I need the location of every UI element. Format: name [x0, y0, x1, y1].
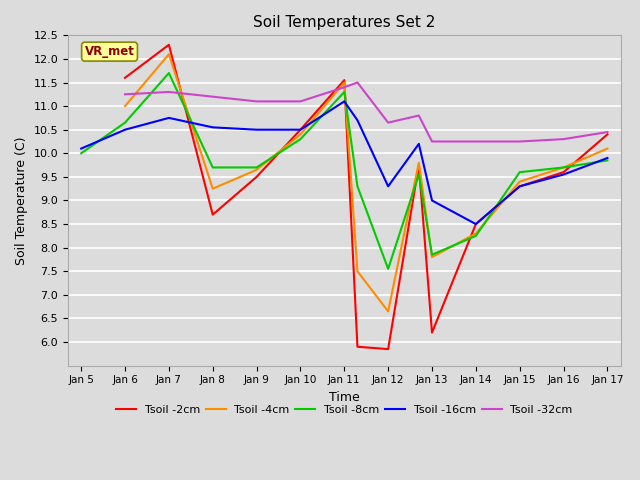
- Legend: Tsoil -2cm, Tsoil -4cm, Tsoil -8cm, Tsoil -16cm, Tsoil -32cm: Tsoil -2cm, Tsoil -4cm, Tsoil -8cm, Tsoi…: [111, 401, 577, 420]
- Tsoil -2cm: [384, 346, 392, 352]
- Line: Tsoil -16cm: Tsoil -16cm: [81, 101, 607, 224]
- Line: Tsoil -4cm: Tsoil -4cm: [125, 54, 607, 312]
- Tsoil -4cm: [472, 230, 480, 236]
- Tsoil -16cm: [340, 98, 348, 104]
- Tsoil -16cm: [604, 155, 611, 161]
- Tsoil -2cm: [516, 183, 524, 189]
- Tsoil -4cm: [604, 146, 611, 152]
- Tsoil -16cm: [516, 183, 524, 189]
- Tsoil -16cm: [209, 124, 216, 130]
- Tsoil -2cm: [560, 169, 568, 175]
- Tsoil -4cm: [354, 268, 362, 274]
- Tsoil -8cm: [165, 70, 173, 76]
- Tsoil -16cm: [384, 183, 392, 189]
- X-axis label: Time: Time: [329, 391, 360, 404]
- Tsoil -32cm: [354, 80, 362, 85]
- Tsoil -8cm: [77, 150, 85, 156]
- Y-axis label: Soil Temperature (C): Soil Temperature (C): [15, 136, 28, 265]
- Tsoil -2cm: [209, 212, 216, 217]
- Title: Soil Temperatures Set 2: Soil Temperatures Set 2: [253, 15, 435, 30]
- Tsoil -16cm: [415, 141, 422, 147]
- Tsoil -4cm: [296, 132, 304, 137]
- Line: Tsoil -32cm: Tsoil -32cm: [125, 83, 607, 142]
- Tsoil -32cm: [296, 98, 304, 104]
- Tsoil -2cm: [165, 42, 173, 48]
- Tsoil -4cm: [516, 179, 524, 184]
- Tsoil -8cm: [121, 120, 129, 125]
- Tsoil -8cm: [384, 266, 392, 272]
- Tsoil -4cm: [340, 80, 348, 85]
- Tsoil -8cm: [560, 165, 568, 170]
- Tsoil -16cm: [428, 198, 436, 204]
- Tsoil -16cm: [354, 118, 362, 123]
- Tsoil -2cm: [604, 132, 611, 137]
- Tsoil -16cm: [77, 146, 85, 152]
- Tsoil -32cm: [415, 113, 422, 119]
- Tsoil -16cm: [121, 127, 129, 132]
- Tsoil -32cm: [165, 89, 173, 95]
- Tsoil -8cm: [516, 169, 524, 175]
- Tsoil -32cm: [384, 120, 392, 125]
- Tsoil -16cm: [560, 172, 568, 178]
- Tsoil -4cm: [384, 309, 392, 314]
- Tsoil -32cm: [604, 129, 611, 135]
- Line: Tsoil -2cm: Tsoil -2cm: [125, 45, 607, 349]
- Tsoil -32cm: [253, 98, 260, 104]
- Tsoil -2cm: [296, 127, 304, 132]
- Tsoil -8cm: [340, 89, 348, 95]
- Tsoil -32cm: [428, 139, 436, 144]
- Line: Tsoil -8cm: Tsoil -8cm: [81, 73, 607, 269]
- Tsoil -8cm: [415, 172, 422, 178]
- Tsoil -2cm: [428, 330, 436, 336]
- Tsoil -8cm: [253, 165, 260, 170]
- Tsoil -32cm: [209, 94, 216, 99]
- Tsoil -4cm: [209, 186, 216, 192]
- Tsoil -8cm: [428, 252, 436, 258]
- Tsoil -8cm: [354, 183, 362, 189]
- Tsoil -8cm: [604, 157, 611, 163]
- Tsoil -16cm: [296, 127, 304, 132]
- Tsoil -4cm: [428, 254, 436, 260]
- Tsoil -2cm: [354, 344, 362, 349]
- Tsoil -32cm: [560, 136, 568, 142]
- Tsoil -8cm: [296, 136, 304, 142]
- Tsoil -8cm: [209, 165, 216, 170]
- Tsoil -32cm: [516, 139, 524, 144]
- Tsoil -16cm: [253, 127, 260, 132]
- Tsoil -32cm: [472, 139, 480, 144]
- Tsoil -2cm: [121, 75, 129, 81]
- Tsoil -32cm: [340, 84, 348, 90]
- Tsoil -4cm: [253, 167, 260, 173]
- Tsoil -4cm: [560, 165, 568, 170]
- Tsoil -2cm: [472, 221, 480, 227]
- Tsoil -4cm: [165, 51, 173, 57]
- Tsoil -2cm: [340, 77, 348, 83]
- Tsoil -8cm: [472, 233, 480, 239]
- Tsoil -2cm: [415, 162, 422, 168]
- Tsoil -16cm: [472, 221, 480, 227]
- Tsoil -16cm: [165, 115, 173, 121]
- Tsoil -4cm: [415, 160, 422, 166]
- Tsoil -32cm: [121, 91, 129, 97]
- Tsoil -2cm: [253, 174, 260, 180]
- Text: VR_met: VR_met: [84, 45, 134, 58]
- Tsoil -4cm: [121, 103, 129, 109]
